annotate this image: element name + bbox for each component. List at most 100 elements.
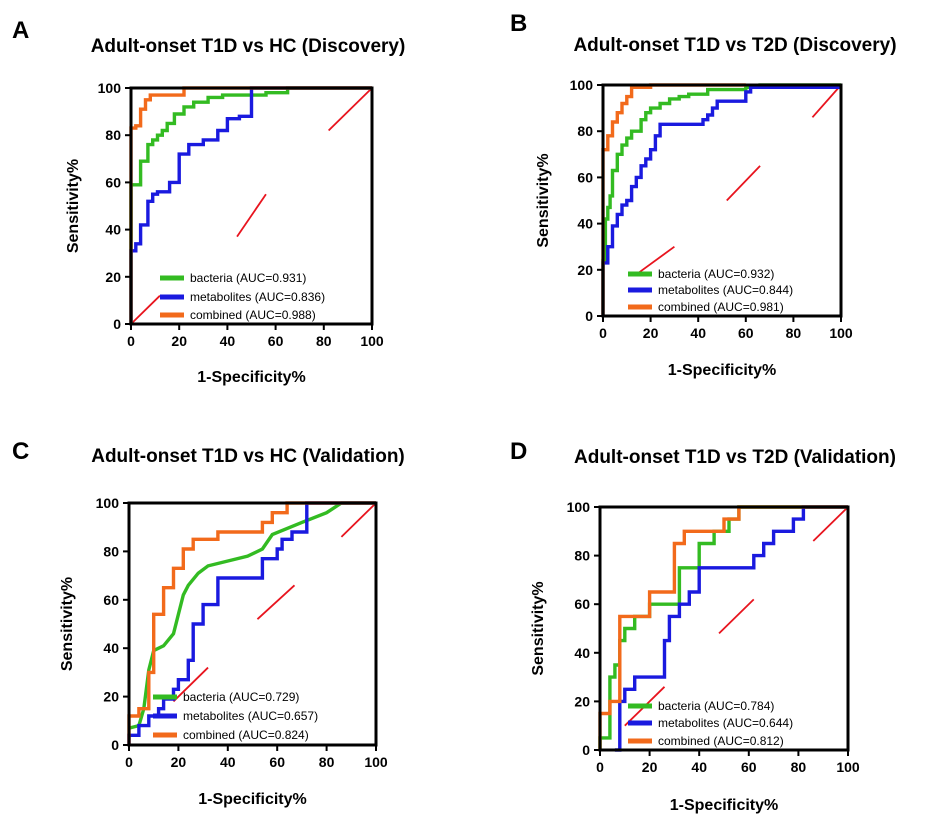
reference-line-segment	[130, 295, 161, 325]
roc-curve-metabolites	[614, 505, 848, 752]
roc-curve-bacteria	[601, 83, 841, 316]
legend-label-combined: combined (AUC=0.981)	[658, 300, 784, 314]
y-tick-label: 40	[577, 216, 593, 232]
y-tick-label: 60	[574, 596, 590, 612]
x-tick-label: 0	[127, 333, 135, 349]
legend-label-combined: combined (AUC=0.824)	[183, 728, 309, 742]
y-tick-label: 40	[574, 645, 590, 661]
legend: bacteria (AUC=0.784) metabolites (AUC=0.6…	[628, 699, 793, 748]
roc-curve-metabolites	[127, 501, 376, 745]
x-tick-label: 80	[786, 325, 802, 341]
y-tick-label: 0	[111, 737, 119, 753]
y-tick-label: 0	[582, 742, 590, 758]
roc-curve-combined	[129, 86, 372, 324]
y-axis-label: Sensitivity%	[535, 153, 552, 247]
x-tick-label: 60	[741, 759, 757, 775]
x-tick-label: 20	[642, 759, 658, 775]
x-tick-label: 20	[171, 333, 187, 349]
y-tick-label: 20	[574, 693, 590, 709]
y-tick-label: 100	[96, 495, 120, 511]
y-tick-label: 60	[103, 592, 119, 608]
x-tick-label: 0	[596, 759, 604, 775]
panel-letter: D	[510, 438, 527, 465]
chart-title: Adult-onset T1D vs HC (Validation)	[91, 446, 405, 467]
x-tick-label: 100	[364, 754, 388, 770]
reference-line-segment	[726, 165, 761, 202]
legend-label-combined: combined (AUC=0.988)	[190, 308, 316, 322]
y-tick-label: 60	[577, 169, 593, 185]
x-axis-label: 1-Specificity%	[198, 791, 306, 808]
reference-line-segment	[718, 598, 755, 635]
y-tick-label: 40	[103, 640, 119, 656]
legend-label-combined: combined (AUC=0.812)	[658, 734, 784, 748]
y-tick-label: 80	[103, 543, 119, 559]
reference-line-segment	[327, 87, 373, 132]
y-tick-label: 100	[570, 77, 594, 93]
x-tick-label: 40	[220, 754, 236, 770]
legend-label-bacteria: bacteria (AUC=0.784)	[658, 699, 774, 713]
legend-label-metabolites: metabolites (AUC=0.836)	[190, 290, 325, 304]
y-tick-label: 0	[113, 316, 121, 332]
y-tick-label: 60	[105, 174, 121, 190]
panel-letter: C	[12, 438, 29, 465]
legend-label-bacteria: bacteria (AUC=0.931)	[190, 271, 306, 285]
panel-letter: B	[510, 10, 527, 37]
x-tick-label: 60	[269, 754, 285, 770]
legend-label-metabolites: metabolites (AUC=0.657)	[183, 709, 318, 723]
y-tick-label: 20	[105, 269, 121, 285]
y-tick-label: 80	[577, 123, 593, 139]
roc-curve-bacteria	[129, 86, 372, 324]
panel-d: D Adult-onset T1D vs T2D (Validation) 00 20…	[510, 438, 896, 814]
y-tick-label: 80	[574, 548, 590, 564]
x-tick-label: 60	[268, 333, 284, 349]
panel-c: C Adult-onset T1D vs HC (Validation) 00 20 2…	[12, 438, 405, 808]
reference-line-segment	[340, 502, 377, 538]
y-tick-label: 100	[98, 80, 122, 96]
x-axis-label: 1-Specificity%	[197, 369, 305, 386]
panel-letter: A	[12, 17, 29, 44]
chart-title: Adult-onset T1D vs T2D (Discovery)	[573, 35, 896, 56]
roc-curve-metabolites	[601, 85, 841, 316]
x-tick-label: 80	[316, 333, 332, 349]
x-tick-label: 80	[791, 759, 807, 775]
chart-title: Adult-onset T1D vs T2D (Validation)	[574, 447, 896, 468]
y-tick-label: 0	[585, 308, 593, 324]
roc-curve-combined	[598, 505, 848, 750]
y-tick-label: 20	[577, 262, 593, 278]
roc-curve-combined	[601, 83, 746, 316]
y-axis-label: Sensitivity%	[530, 581, 547, 675]
x-tick-label: 20	[643, 325, 659, 341]
x-tick-label: 60	[738, 325, 754, 341]
x-tick-label: 0	[599, 325, 607, 341]
x-tick-label: 100	[836, 759, 860, 775]
reference-line-segment	[811, 84, 842, 118]
legend-label-bacteria: bacteria (AUC=0.729)	[183, 690, 299, 704]
roc-curve-bacteria	[128, 501, 376, 730]
x-axis-label: 1-Specificity%	[670, 797, 778, 814]
legend: bacteria (AUC=0.729) metabolites (AUC=0.6…	[153, 690, 318, 742]
legend-label-bacteria: bacteria (AUC=0.932)	[658, 267, 774, 281]
x-tick-label: 0	[125, 754, 133, 770]
reference-line-segment	[172, 666, 209, 703]
legend: bacteria (AUC=0.931) metabolites (AUC=0.8…	[160, 271, 325, 322]
y-tick-label: 100	[567, 499, 591, 515]
x-tick-label: 40	[691, 759, 707, 775]
y-axis-label: Sensitivity%	[65, 159, 82, 253]
panel-a: A Adult-onset T1D vs HC (Discovery) 00 20 20…	[12, 17, 405, 386]
reference-line-segment	[812, 506, 849, 542]
x-tick-label: 40	[690, 325, 706, 341]
legend: bacteria (AUC=0.932) metabolites (AUC=0.8…	[628, 267, 793, 314]
roc-curve-combined	[127, 501, 376, 745]
y-axis-label: Sensitivity%	[59, 577, 76, 671]
y-tick-label: 20	[103, 689, 119, 705]
legend-label-metabolites: metabolites (AUC=0.844)	[658, 283, 793, 297]
chart-title: Adult-onset T1D vs HC (Discovery)	[91, 36, 406, 57]
x-tick-label: 100	[360, 333, 384, 349]
x-tick-label: 40	[220, 333, 236, 349]
legend-label-metabolites: metabolites (AUC=0.644)	[658, 716, 793, 730]
x-tick-label: 80	[319, 754, 335, 770]
y-tick-label: 40	[105, 222, 121, 238]
x-axis-label: 1-Specificity%	[668, 362, 776, 379]
y-tick-label: 80	[105, 127, 121, 143]
